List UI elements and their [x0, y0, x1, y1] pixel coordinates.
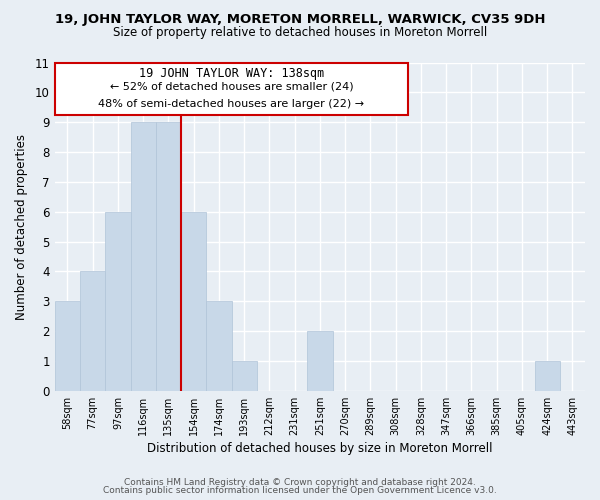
Text: Contains HM Land Registry data © Crown copyright and database right 2024.: Contains HM Land Registry data © Crown c… [124, 478, 476, 487]
Text: 48% of semi-detached houses are larger (22) →: 48% of semi-detached houses are larger (… [98, 98, 365, 108]
Text: Contains public sector information licensed under the Open Government Licence v3: Contains public sector information licen… [103, 486, 497, 495]
Bar [55, 302, 80, 391]
Bar [80, 272, 106, 391]
Bar [106, 212, 131, 391]
Bar [131, 122, 156, 391]
Text: Size of property relative to detached houses in Moreton Morrell: Size of property relative to detached ho… [113, 26, 487, 39]
Text: ← 52% of detached houses are smaller (24): ← 52% of detached houses are smaller (24… [110, 82, 353, 92]
Bar [156, 122, 181, 391]
Bar [535, 361, 560, 391]
Bar [307, 331, 332, 391]
Text: 19, JOHN TAYLOR WAY, MORETON MORRELL, WARWICK, CV35 9DH: 19, JOHN TAYLOR WAY, MORETON MORRELL, WA… [55, 12, 545, 26]
Y-axis label: Number of detached properties: Number of detached properties [15, 134, 28, 320]
Bar [206, 302, 232, 391]
X-axis label: Distribution of detached houses by size in Moreton Morrell: Distribution of detached houses by size … [147, 442, 493, 455]
Text: 19 JOHN TAYLOR WAY: 138sqm: 19 JOHN TAYLOR WAY: 138sqm [139, 68, 324, 80]
Bar [181, 212, 206, 391]
Bar [232, 361, 257, 391]
FancyBboxPatch shape [55, 62, 408, 114]
